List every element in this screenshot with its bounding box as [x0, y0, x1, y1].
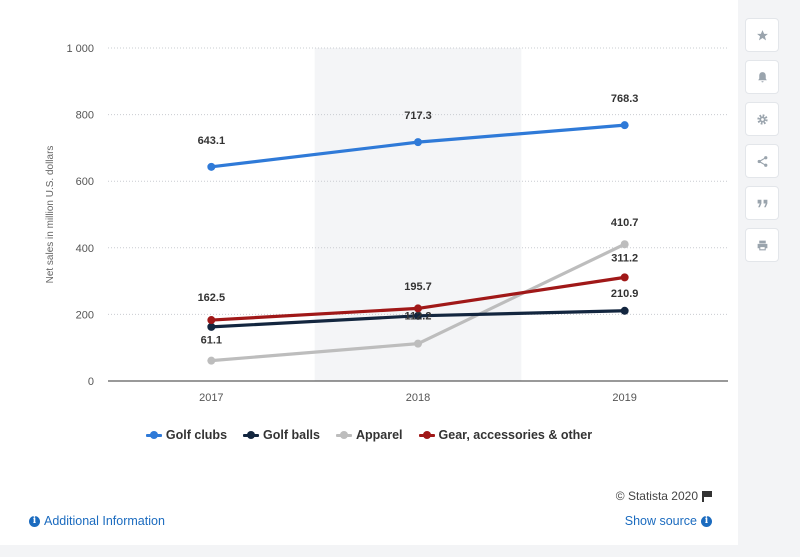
legend-label: Gear, accessories & other: [438, 428, 593, 442]
bell-icon: [757, 71, 767, 82]
legend-label: Apparel: [355, 428, 403, 442]
data-point[interactable]: [207, 316, 216, 325]
y-tick-label: 1 000: [66, 43, 94, 55]
data-label: 162.5: [198, 292, 226, 304]
y-tick-label: 400: [76, 243, 94, 255]
x-tick-labels: 2017 2018 2019: [199, 392, 637, 404]
legend-item[interactable]: Apparel: [335, 428, 403, 442]
y-tick-label: 600: [76, 176, 94, 188]
data-label: 643.1: [198, 135, 226, 147]
y-tick-label: 800: [76, 110, 94, 122]
favorite-button[interactable]: [745, 18, 779, 52]
data-point[interactable]: [414, 339, 422, 348]
data-labels: 643.1 717.3 768.3 162.5 195.7 210.9 61.1 112.2 4…: [198, 93, 639, 346]
x-tick-label: 2018: [406, 392, 430, 404]
data-label: 410.7: [611, 217, 639, 229]
data-label: 311.2: [611, 252, 638, 264]
y-tick-label: 200: [76, 309, 94, 321]
data-label: 768.3: [611, 93, 639, 105]
data-label: 195.7: [404, 281, 432, 293]
data-point[interactable]: [414, 138, 422, 147]
y-tick-label: 0: [88, 376, 94, 388]
cite-button[interactable]: [745, 186, 779, 220]
credit-text: © Statista 2020: [615, 489, 698, 503]
legend-label: Golf clubs: [165, 428, 228, 442]
legend: Golf clubs Golf balls Apparel Gear, accesso…: [0, 428, 738, 442]
legend-label: Golf balls: [263, 428, 320, 442]
additional-information-link[interactable]: i Additional Information: [29, 514, 165, 528]
y-axis-label: Net sales in million U.S. dollars: [45, 146, 56, 284]
settings-button[interactable]: [745, 102, 779, 136]
star-icon: [756, 29, 768, 40]
highlight-band: [314, 48, 522, 381]
show-source-link[interactable]: Show source i: [625, 514, 712, 528]
info-icon: i: [29, 515, 40, 527]
data-point[interactable]: [620, 121, 629, 130]
data-point[interactable]: [620, 306, 629, 315]
gear-icon: [756, 113, 768, 125]
data-point[interactable]: [620, 240, 629, 249]
data-label: 61.1: [201, 335, 222, 347]
notification-button[interactable]: [745, 60, 779, 94]
x-tick-label: 2017: [199, 392, 223, 404]
print-icon: [757, 240, 767, 250]
legend-item[interactable]: Golf balls: [243, 428, 320, 442]
flag-icon[interactable]: [702, 491, 712, 502]
y-tick-labels: 0 200 400 600 800 1 000: [66, 43, 94, 388]
sidebar-toolbar: [745, 18, 783, 262]
legend-item[interactable]: Gear, accessories & other: [418, 428, 593, 442]
data-label: 210.9: [611, 288, 639, 300]
legend-swatch: [418, 430, 435, 440]
legend-swatch: [335, 430, 352, 440]
legend-item[interactable]: Golf clubs: [145, 428, 228, 442]
line-chart: 0 200 400 600 800 1 000 2017 2018 2019 643.1 717…: [45, 43, 728, 404]
data-point[interactable]: [620, 273, 629, 282]
data-point[interactable]: [414, 311, 422, 320]
share-button[interactable]: [745, 144, 779, 178]
share-icon: [757, 155, 767, 167]
data-label: 717.3: [404, 110, 432, 122]
legend-swatch: [145, 430, 162, 440]
chart-card: 0 200 400 600 800 1 000 2017 2018 2019 643.1 717…: [0, 0, 738, 545]
quote-icon: [757, 199, 767, 207]
x-tick-label: 2019: [612, 392, 636, 404]
print-button[interactable]: [745, 228, 779, 262]
data-point[interactable]: [414, 304, 422, 313]
series-points: [207, 121, 629, 365]
data-point[interactable]: [207, 322, 216, 331]
data-label: 112.2: [405, 311, 432, 323]
statista-credit[interactable]: © Statista 2020: [616, 489, 712, 503]
show-source-text: Show source: [624, 514, 697, 528]
legend-swatch: [243, 430, 260, 440]
additional-information-text: Additional Information: [44, 514, 165, 528]
data-point[interactable]: [207, 162, 216, 171]
data-point[interactable]: [207, 356, 216, 365]
info-icon: i: [701, 515, 712, 527]
